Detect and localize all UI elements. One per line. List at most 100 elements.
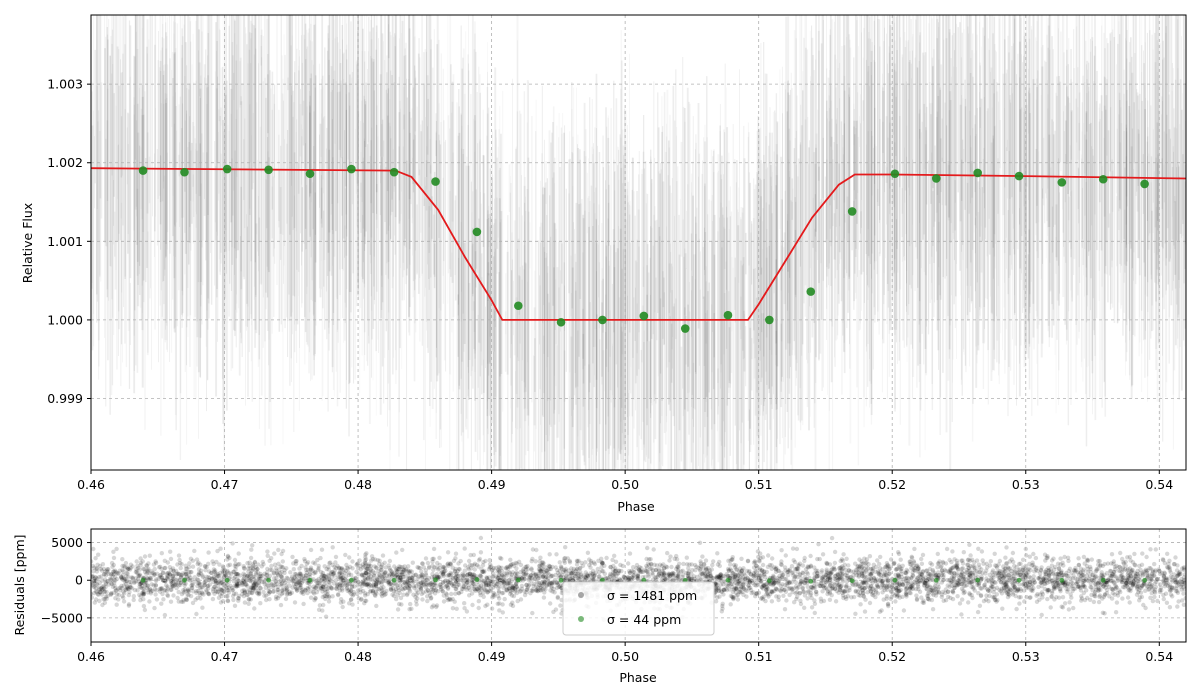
raw-residual-point xyxy=(982,583,987,588)
raw-residual-point xyxy=(1030,560,1035,565)
raw-residual-point xyxy=(141,591,146,596)
raw-residual-point xyxy=(387,572,392,577)
raw-residual-point xyxy=(244,582,249,587)
raw-residual-point xyxy=(106,567,111,572)
raw-residual-point xyxy=(277,567,282,572)
raw-residual-point xyxy=(456,573,461,579)
raw-residual-point xyxy=(1167,584,1172,590)
raw-residual-point xyxy=(1138,590,1144,595)
raw-residual-point xyxy=(541,561,546,566)
raw-residual-point xyxy=(699,571,704,576)
raw-residual-point xyxy=(200,573,205,578)
raw-residual-point xyxy=(951,590,956,595)
raw-residual-point xyxy=(132,587,138,593)
raw-residual-point xyxy=(443,568,448,574)
raw-residual-point xyxy=(680,568,685,573)
raw-residual-point xyxy=(1026,586,1031,591)
raw-residual-point xyxy=(665,572,671,578)
raw-residual-point xyxy=(233,567,238,572)
raw-residual-point xyxy=(878,569,883,574)
raw-residual-point xyxy=(548,580,553,586)
raw-residual-point xyxy=(323,574,328,579)
raw-residual-point xyxy=(226,590,231,595)
raw-residual-point xyxy=(896,573,902,579)
raw-residual-point xyxy=(1055,571,1060,577)
raw-residual-point xyxy=(1071,586,1076,592)
raw-residual-point xyxy=(372,557,378,562)
raw-residual-point xyxy=(613,569,618,574)
raw-residual-point xyxy=(129,586,135,591)
raw-residual-point xyxy=(491,594,497,599)
raw-residual-point xyxy=(784,598,789,603)
raw-residual-point xyxy=(189,577,195,583)
raw-residual-point xyxy=(708,573,713,579)
raw-residual-point xyxy=(755,549,761,554)
raw-residual-point xyxy=(275,587,280,592)
raw-residual-point xyxy=(374,566,379,571)
raw-residual-point xyxy=(316,581,322,586)
raw-residual-point xyxy=(954,558,960,563)
raw-residual-point xyxy=(323,593,328,599)
raw-residual-point xyxy=(1059,573,1065,578)
raw-residual-point xyxy=(1088,584,1093,590)
raw-residual-point xyxy=(319,547,325,552)
raw-residual-point xyxy=(1093,587,1099,593)
raw-residual-point xyxy=(485,582,490,588)
raw-residual-point xyxy=(595,566,600,572)
raw-residual-point xyxy=(242,590,248,595)
raw-residual-point xyxy=(483,583,489,588)
raw-residual-point xyxy=(183,570,188,575)
raw-residual-point xyxy=(175,595,180,601)
raw-residual-point xyxy=(648,561,654,567)
raw-residual-point xyxy=(438,582,443,587)
raw-residual-point xyxy=(131,594,136,599)
raw-residual-point xyxy=(1001,575,1006,581)
raw-residual-point xyxy=(589,576,595,581)
raw-residual-point xyxy=(423,556,429,561)
raw-residual-point xyxy=(470,602,475,608)
raw-residual-point xyxy=(1123,559,1128,565)
raw-residual-point xyxy=(1143,605,1148,611)
raw-residual-point xyxy=(1030,588,1035,594)
raw-residual-point xyxy=(167,572,173,577)
raw-residual-point xyxy=(1110,586,1115,592)
raw-residual-point xyxy=(176,553,182,558)
raw-residual-point xyxy=(262,593,267,598)
raw-residual-point xyxy=(1176,599,1181,604)
raw-residual-point xyxy=(147,553,152,558)
raw-residual-point xyxy=(1073,568,1079,573)
raw-residual-point xyxy=(417,584,422,590)
raw-residual-point xyxy=(112,568,118,573)
raw-residual-point xyxy=(472,567,477,572)
raw-residual-point xyxy=(453,579,459,585)
raw-residual-point xyxy=(1120,567,1126,572)
binned-flux-point xyxy=(680,324,690,333)
raw-residual-point xyxy=(178,575,184,580)
raw-residual-point xyxy=(1078,570,1083,575)
flux-x-tick-label: 0.53 xyxy=(1012,477,1040,492)
raw-residual-point xyxy=(247,560,252,565)
raw-residual-point xyxy=(218,581,223,586)
raw-residual-point xyxy=(503,566,509,571)
raw-residual-point xyxy=(387,582,392,587)
raw-residual-point xyxy=(608,571,613,577)
raw-residual-point xyxy=(126,592,132,598)
raw-residual-point xyxy=(818,596,823,601)
raw-residual-point xyxy=(248,571,253,576)
binned-flux-point xyxy=(514,301,523,311)
raw-residual-point xyxy=(1054,578,1059,583)
raw-residual-point xyxy=(299,563,304,569)
binned-flux-point xyxy=(389,167,399,177)
raw-residual-point xyxy=(796,562,801,567)
raw-residual-point xyxy=(553,607,559,612)
raw-residual-point xyxy=(999,576,1004,582)
raw-residual-point xyxy=(1172,562,1177,567)
raw-residual-point xyxy=(728,574,733,579)
raw-residual-point xyxy=(411,573,416,578)
raw-residual-point xyxy=(434,583,439,589)
raw-residual-point xyxy=(398,575,403,580)
raw-residual-point xyxy=(448,562,454,567)
raw-residual-point xyxy=(824,587,830,592)
raw-residual-point xyxy=(1039,590,1045,595)
raw-residual-point xyxy=(332,568,337,573)
